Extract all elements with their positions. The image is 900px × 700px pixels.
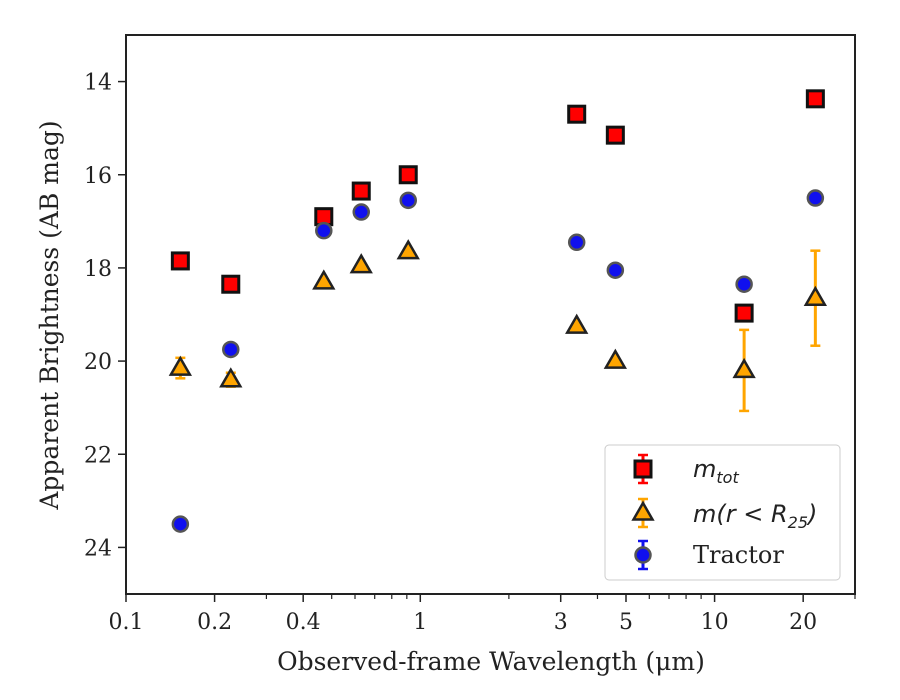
point-tractor: [222, 340, 240, 359]
y-tick-label: 18: [84, 257, 112, 282]
y-tick-label: 20: [84, 350, 112, 375]
series-mr25: [168, 239, 828, 413]
point-mtot: [734, 303, 754, 323]
series-mtot: [170, 89, 825, 323]
y-tick-label: 16: [84, 164, 112, 189]
x-tick-label: 3: [554, 610, 568, 635]
x-tick-label: 0.4: [286, 610, 321, 635]
point-mtot: [351, 181, 371, 201]
legend-marker-mtot: [633, 459, 653, 479]
point-mr25: [803, 285, 828, 306]
legend-label-mtot: mtot: [693, 455, 739, 487]
point-mtot: [605, 125, 625, 145]
point-mtot: [805, 89, 825, 109]
x-axis-label: Observed-frame Wavelength (μm): [277, 647, 705, 676]
point-tractor: [315, 221, 333, 240]
point-tractor: [606, 261, 625, 279]
y-tick-label: 14: [84, 71, 112, 96]
y-axis: 14 16 18 20 22 24: [84, 71, 126, 561]
point-mr25: [732, 357, 756, 379]
x-tick-label: 20: [789, 610, 817, 635]
point-mr25: [168, 355, 193, 376]
x-tick-label: 5: [619, 610, 633, 635]
x-tick-label: 0.1: [109, 610, 144, 635]
point-mr25: [396, 239, 420, 260]
point-tractor: [735, 275, 753, 293]
point-mtot: [567, 104, 587, 124]
series-tractor: [171, 189, 825, 533]
legend-markers: [631, 453, 655, 571]
x-tick-label: 10: [701, 610, 729, 635]
point-mr25: [565, 313, 589, 334]
point-mtot: [221, 274, 241, 294]
legend: mtot m(r < R25) Tractor: [604, 444, 841, 581]
data-series: [168, 89, 828, 533]
legend-label-tractor: Tractor: [693, 541, 784, 569]
point-tractor: [352, 203, 370, 221]
x-tick-label: 1: [413, 610, 427, 635]
point-mr25: [219, 367, 243, 388]
legend-box: [604, 444, 841, 581]
point-tractor: [806, 189, 825, 207]
legend-label-mr25: m(r < R25): [693, 500, 817, 532]
point-tractor: [171, 515, 190, 533]
y-axis-label: Apparent Brightness (AB mag): [35, 120, 64, 510]
point-tractor: [399, 191, 417, 210]
legend-marker-mr25: [631, 500, 655, 521]
legend-marker-tractor: [634, 546, 652, 564]
y-tick-label: 24: [84, 536, 112, 561]
point-mtot: [398, 165, 418, 185]
point-tractor: [567, 233, 586, 252]
y-tick-label: 22: [84, 443, 112, 468]
point-mr25: [312, 269, 336, 290]
x-axis: 0.1 0.2 0.4 1 3 5 10 20: [109, 594, 856, 635]
plot-frame: [125, 34, 856, 595]
point-mr25: [349, 253, 373, 274]
x-tick-label: 0.2: [197, 610, 232, 635]
point-mr25: [603, 348, 628, 369]
point-mtot: [170, 251, 190, 271]
